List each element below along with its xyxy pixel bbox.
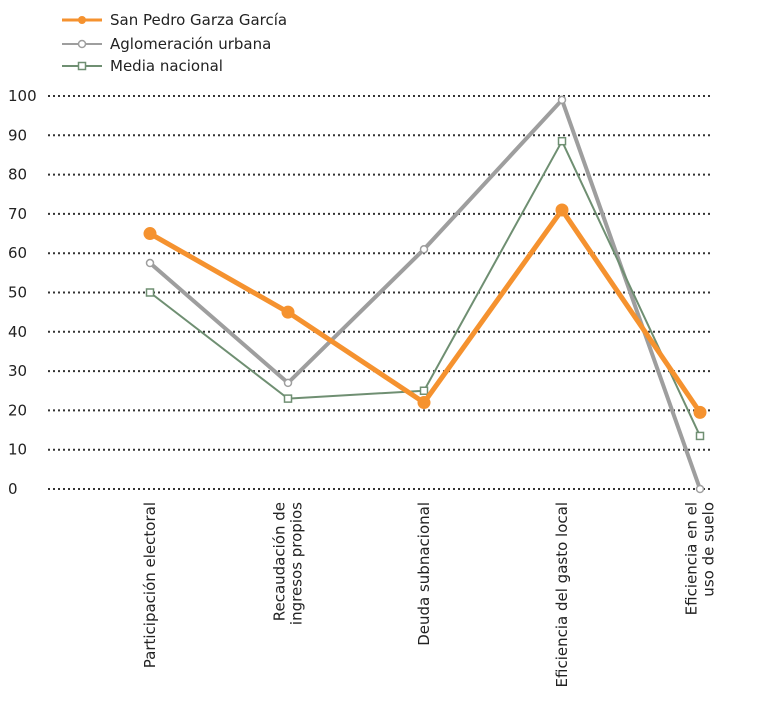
x-category-eficiencia-del-gasto-local: Eficiencia del gasto local: [553, 502, 571, 687]
legend-item-san-pedro-garza-garcia: San Pedro Garza García: [62, 11, 287, 29]
legend-label: Aglomeración urbana: [110, 35, 271, 53]
series-line: [147, 207, 703, 415]
y-tick-label: 100: [8, 87, 37, 105]
x-category-participacion-electoral: Participación electoral: [141, 502, 159, 668]
x-category-deuda-subnacional: Deuda subnacional: [415, 502, 433, 646]
legend-item-media-nacional: Media nacional: [62, 57, 223, 75]
legend: San Pedro Garza García Aglomeración urban…: [62, 11, 287, 75]
series-media-nacional: [145, 136, 705, 441]
x-category-label: uso de suelo: [700, 502, 718, 597]
series-layer: [143, 95, 707, 494]
x-category-label: Eficiencia del gasto local: [553, 502, 571, 687]
y-axis-tick-labels: 0 10 20 30 40 50 60 70 80 90 100: [8, 87, 37, 498]
data-point: [281, 305, 295, 319]
x-category-label: Eficiencia en el: [683, 502, 701, 615]
data-point: [557, 136, 567, 146]
x-category-eficiencia-en-el-uso-de-suelo: Eficiencia en el uso de suelo: [683, 502, 718, 615]
data-point: [419, 245, 429, 254]
legend-marker: [77, 61, 87, 71]
data-point: [283, 378, 293, 388]
y-tick-label: 90: [8, 126, 27, 144]
legend-marker: [77, 39, 87, 49]
data-point: [143, 227, 157, 241]
y-tick-label: 70: [8, 205, 27, 223]
data-point: [695, 431, 705, 441]
y-tick-label: 20: [8, 401, 27, 419]
y-tick-label: 0: [8, 480, 18, 498]
data-point: [283, 394, 293, 403]
series-san-pedro-garza-garcia: [143, 203, 707, 419]
y-gridlines: [48, 95, 712, 490]
legend-label: Media nacional: [110, 57, 223, 75]
x-category-label: Participación electoral: [141, 502, 159, 668]
legend-label: San Pedro Garza García: [110, 11, 287, 29]
data-point: [145, 258, 155, 268]
y-tick-label: 80: [8, 166, 27, 184]
y-tick-label: 10: [8, 441, 27, 459]
data-point: [417, 396, 431, 410]
legend-item-aglomeracion-urbana: Aglomeración urbana: [62, 35, 271, 53]
data-point: [555, 203, 569, 217]
y-tick-label: 40: [8, 323, 27, 341]
x-category-label: ingresos propios: [288, 502, 306, 625]
y-tick-label: 60: [8, 244, 27, 262]
x-category-label: Recaudación de: [271, 502, 289, 621]
data-point: [693, 405, 707, 419]
y-tick-label: 30: [8, 362, 27, 380]
data-point: [695, 484, 705, 494]
data-point: [419, 386, 429, 395]
x-category-label: Deuda subnacional: [415, 502, 433, 646]
x-axis-category-labels: Participación electoral Recaudación de ing…: [141, 502, 718, 688]
x-category-recaudacion-de-ingresos-propios: Recaudación de ingresos propios: [271, 502, 306, 625]
data-point: [145, 288, 155, 297]
y-tick-label: 50: [8, 284, 27, 302]
legend-marker: [78, 16, 86, 24]
data-point: [557, 95, 567, 105]
series-aglomeracion-urbana: [145, 95, 705, 494]
